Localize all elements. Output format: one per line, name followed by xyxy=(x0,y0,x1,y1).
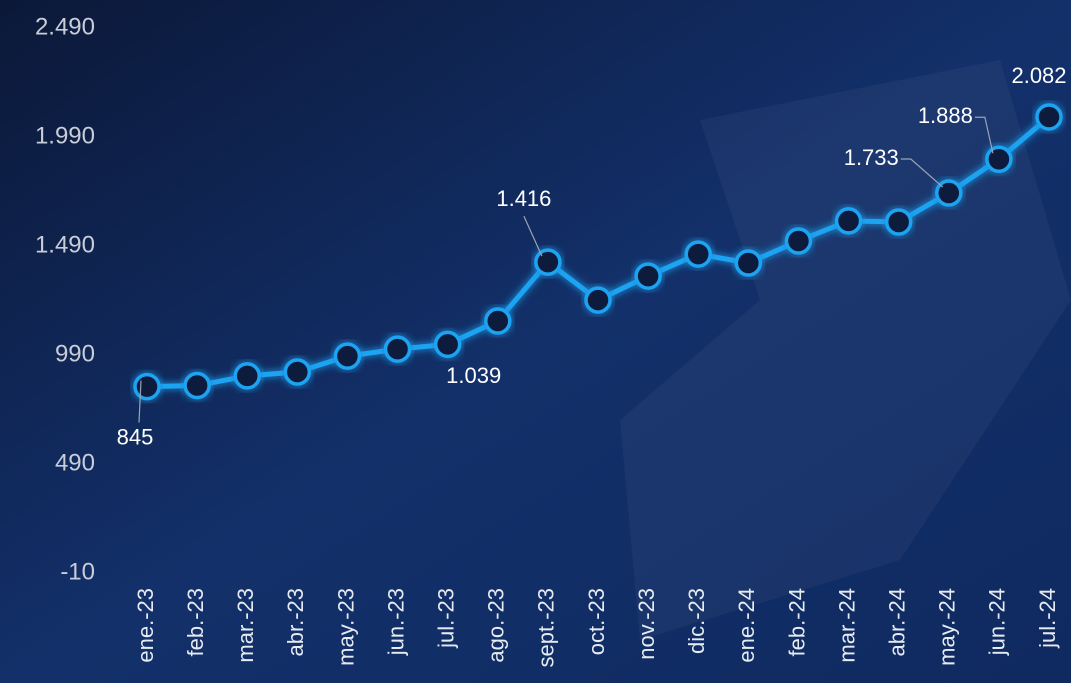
x-tick-label: may.-23 xyxy=(333,588,358,666)
background-shape xyxy=(620,60,1071,640)
data-point xyxy=(534,248,562,276)
y-tick-label: -10 xyxy=(60,558,95,585)
x-tick-label: nov.-23 xyxy=(634,588,659,660)
x-tick-label: sept.-23 xyxy=(534,588,559,668)
y-tick-label: 990 xyxy=(55,340,95,367)
x-tick-label: mar.-23 xyxy=(233,588,258,663)
data-point xyxy=(383,335,412,363)
value-label: 1.416 xyxy=(496,186,551,211)
x-tick-label: abr.-23 xyxy=(283,588,308,657)
value-label: 2.082 xyxy=(1011,63,1066,88)
y-tick-label: 1.490 xyxy=(35,231,95,258)
leader-line xyxy=(523,215,543,257)
data-point xyxy=(985,145,1013,173)
data-point xyxy=(333,342,362,370)
value-label: 1.733 xyxy=(844,145,899,170)
value-label: 1.039 xyxy=(446,363,501,388)
x-tick-label: oct.-23 xyxy=(584,588,609,655)
x-tick-label: may.-24 xyxy=(935,588,960,666)
x-tick-label: feb.-23 xyxy=(183,588,208,657)
leader-line xyxy=(974,116,994,154)
data-point xyxy=(834,207,863,235)
data-point xyxy=(133,372,161,401)
data-point xyxy=(634,262,662,290)
data-point xyxy=(884,208,913,236)
x-tick-label: abr.-24 xyxy=(884,588,909,657)
x-tick-label: ago.-23 xyxy=(484,588,509,663)
data-point xyxy=(433,330,462,359)
leader-line xyxy=(138,380,142,423)
data-point xyxy=(734,249,763,277)
x-tick-label: ene.-23 xyxy=(133,588,158,663)
value-label: 845 xyxy=(117,424,154,449)
data-point xyxy=(1035,103,1063,131)
data-point xyxy=(283,358,312,386)
x-tick-label: jun.-24 xyxy=(985,588,1010,656)
data-point xyxy=(584,286,612,314)
x-tick-label: ene.-24 xyxy=(734,588,759,663)
x-tick-label: jul.-23 xyxy=(433,588,458,649)
x-tick-label: jul.-24 xyxy=(1035,588,1060,649)
data-point xyxy=(233,362,261,390)
x-tick-label: mar.-24 xyxy=(834,588,859,663)
x-tick-label: feb.-24 xyxy=(784,588,809,657)
y-tick-label: 2.490 xyxy=(35,13,95,40)
leader-line xyxy=(900,158,944,188)
data-point xyxy=(183,371,211,400)
value-label: 1.888 xyxy=(918,103,973,128)
data-point xyxy=(684,240,712,268)
y-tick-label: 1.990 xyxy=(35,122,95,149)
data-point xyxy=(784,227,813,255)
y-tick-label: 490 xyxy=(55,449,95,476)
x-tick-label: jun.-23 xyxy=(383,588,408,656)
data-point xyxy=(484,307,512,335)
x-tick-label: dic.-23 xyxy=(684,588,709,654)
